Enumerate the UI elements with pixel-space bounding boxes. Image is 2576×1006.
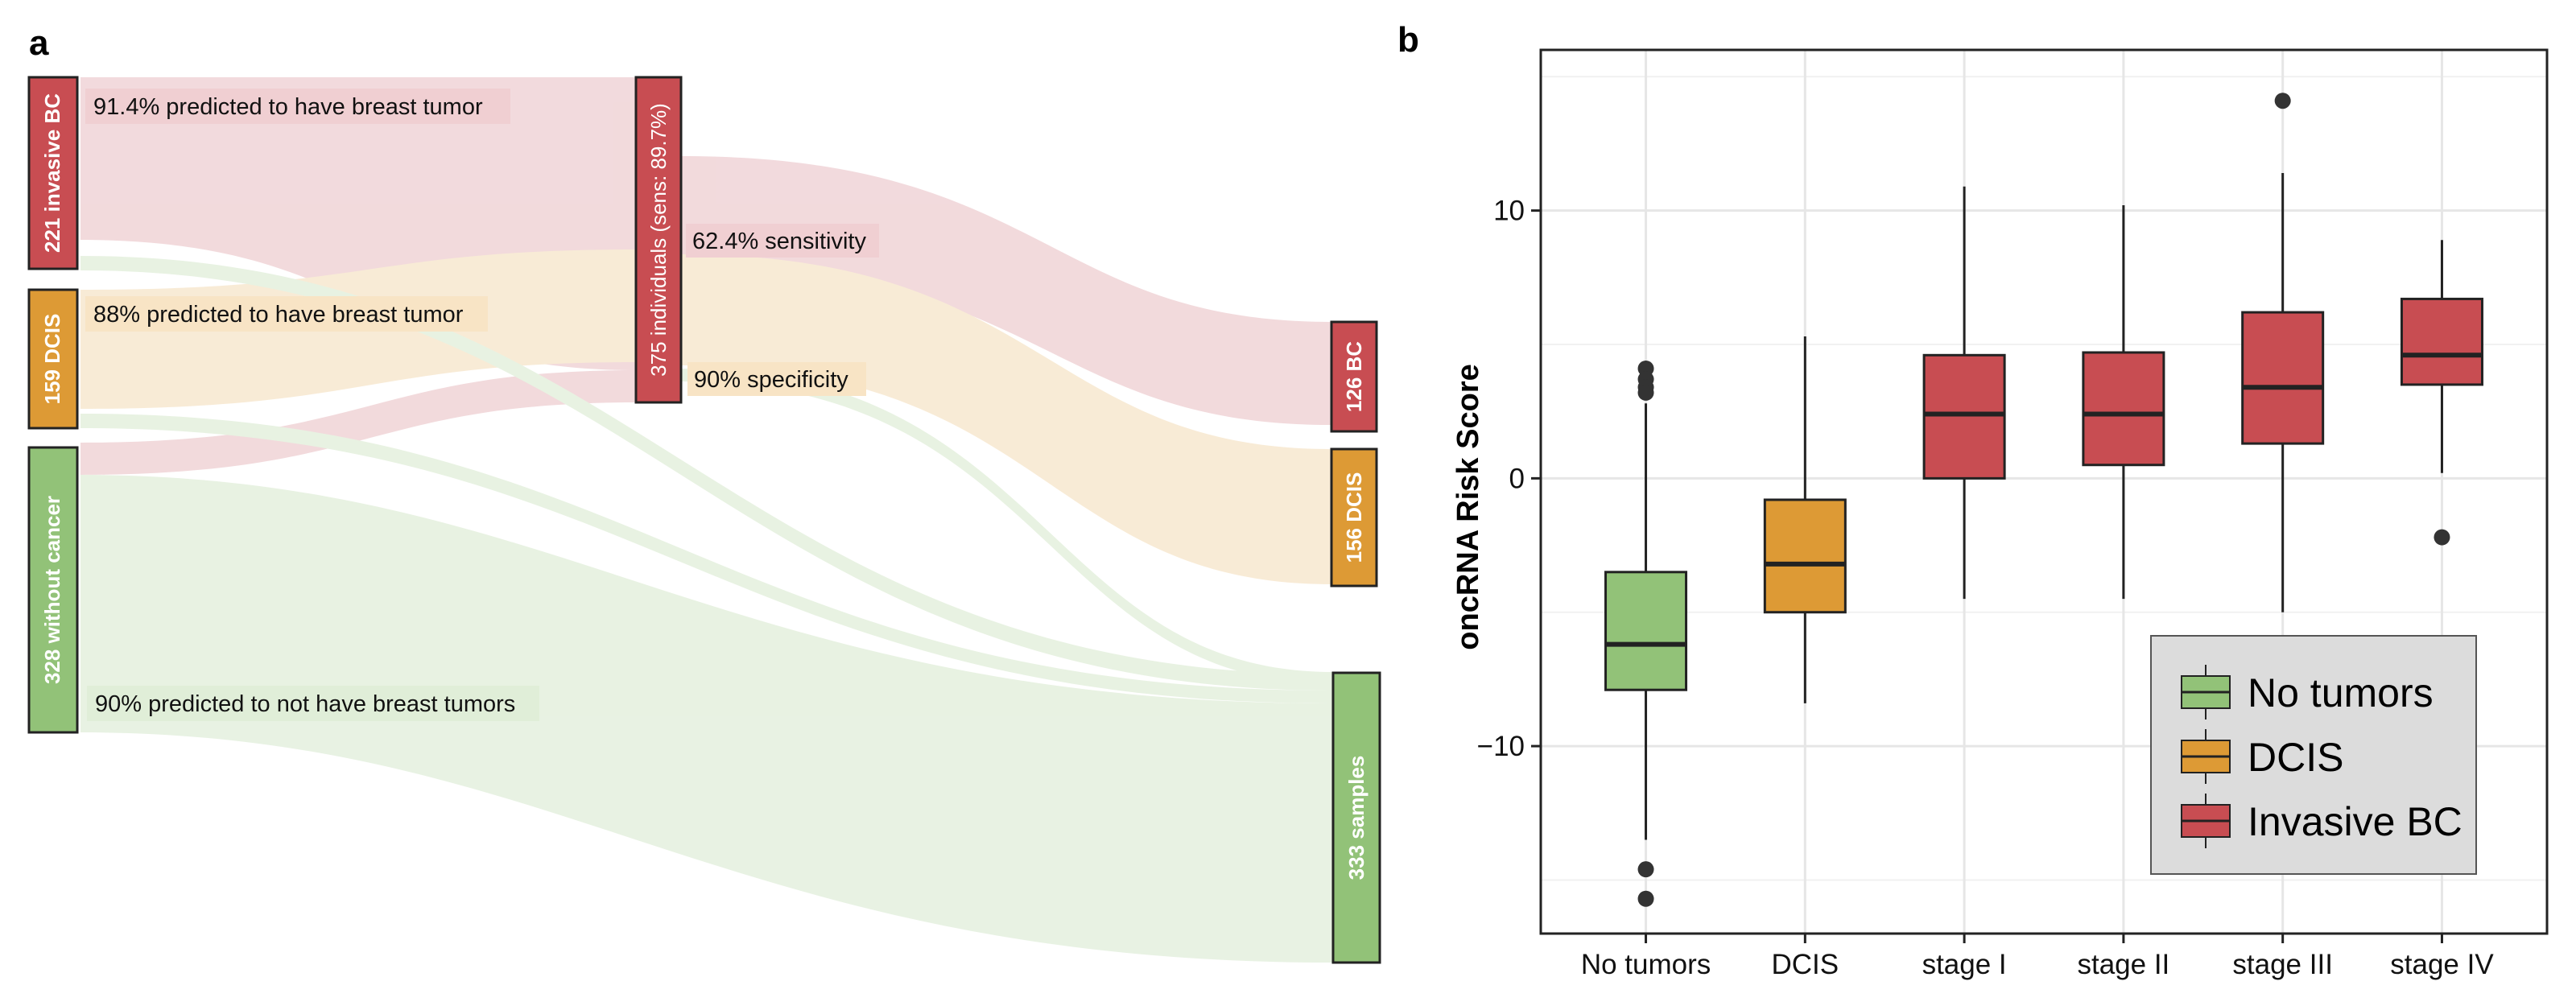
y-tick-label: 0 [1509, 463, 1525, 494]
y-axis-title: oncRNA Risk Score [1451, 364, 1485, 649]
node-individuals-label: 375 individuals (sens: 89.7%) [646, 103, 671, 377]
boxes [1604, 93, 2483, 907]
node-samples [1331, 671, 1381, 964]
sensitivity-label-bg [686, 224, 879, 258]
invasive-pred-label-bg [85, 89, 510, 124]
box-dcis [1763, 336, 1847, 703]
invasive-pred-label: 91.4% predicted to have breast tumor [93, 94, 483, 120]
outlier-point [1637, 890, 1654, 907]
legend-item: Invasive BC [2181, 794, 2462, 848]
node-bc [1330, 320, 1378, 433]
x-tick-label: stage II [2077, 949, 2169, 980]
box-stage-iii [2241, 93, 2325, 612]
node-dcis-label: 159 DCIS [40, 314, 64, 405]
specificity-label: 90% specificity [694, 367, 848, 393]
box-stage-i [1922, 186, 2006, 600]
node-individuals [634, 76, 683, 404]
outlier-point [1637, 861, 1654, 878]
sankey-nodes [27, 76, 1381, 964]
sankey-flow-labels: 91.4% predicted to have breast tumor 88%… [85, 89, 879, 721]
boxplot-panel: b oncRNA Risk Score −10 0 10 No tumors DCIS s… [1397, 20, 2549, 980]
node-dcis-out [1330, 447, 1378, 588]
y-tick-label: −10 [1477, 731, 1525, 762]
panel-b-letter: b [1397, 20, 1419, 60]
box-body [2400, 297, 2483, 386]
box-body [1763, 498, 1847, 614]
x-tick-label: stage I [1922, 949, 2007, 980]
plot-frame [1539, 48, 2549, 935]
none-pred-label: 90% predicted to not have breast tumors [95, 691, 515, 717]
x-tick-label: No tumors [1581, 949, 1711, 980]
flow-individuals-to-bc [681, 156, 1331, 425]
legend-item: No tumors [2181, 665, 2434, 719]
box-body [1922, 353, 2006, 480]
outlier-point [1637, 384, 1654, 401]
flow-individuals-to-dcis [681, 254, 1331, 584]
axes: −10 0 10 No tumors DCIS stage I stage II stage … [1477, 196, 2495, 980]
sankey-node-labels: 221 invasive BC 159 DCIS 328 without can… [40, 93, 1368, 880]
outlier-point [2274, 93, 2291, 109]
specificity-label-bg [687, 362, 866, 396]
box-body [2082, 351, 2165, 467]
flow-none-to-samples [80, 475, 1333, 963]
legend: No tumors DCIS Invasive BC [2150, 635, 2477, 875]
box-body [1604, 571, 1688, 691]
node-dcis [27, 288, 79, 430]
outlier-point [2434, 529, 2450, 546]
sensitivity-label: 62.4% sensitivity [692, 229, 866, 254]
node-bc-label: 126 BC [1342, 341, 1366, 412]
legend-label: DCIS [2248, 735, 2343, 780]
legend-label: Invasive BC [2248, 799, 2462, 844]
x-tick-label: DCIS [1772, 949, 1839, 980]
box-body [2241, 311, 2325, 445]
x-tick-label: stage III [2232, 949, 2333, 980]
legend-label: No tumors [2248, 670, 2434, 715]
legend-item: DCIS [2181, 729, 2343, 784]
none-pred-label-bg [87, 686, 539, 721]
node-invasive-label: 221 invasive BC [40, 93, 64, 253]
flow-none-to-individuals [80, 370, 636, 475]
node-no-cancer [27, 446, 79, 734]
box-stage-ii [2082, 204, 2165, 600]
y-tick-label: 10 [1493, 196, 1525, 227]
node-no-cancer-label: 328 without cancer [40, 496, 64, 684]
box-no-tumors [1604, 360, 1688, 907]
dcis-pred-label-bg [85, 296, 488, 332]
dcis-pred-label: 88% predicted to have breast tumor [93, 302, 464, 328]
sankey-panel: a 221 invasive BC 159 DCIS [27, 23, 1381, 964]
x-tick-label: stage IV [2390, 949, 2494, 980]
node-dcis-out-label: 156 DCIS [1342, 472, 1366, 563]
node-samples-label: 333 samples [1344, 756, 1368, 880]
panel-a-letter: a [29, 23, 49, 63]
node-invasive [27, 76, 79, 270]
box-stage-iv [2400, 240, 2483, 546]
sankey-flows [80, 77, 1333, 963]
